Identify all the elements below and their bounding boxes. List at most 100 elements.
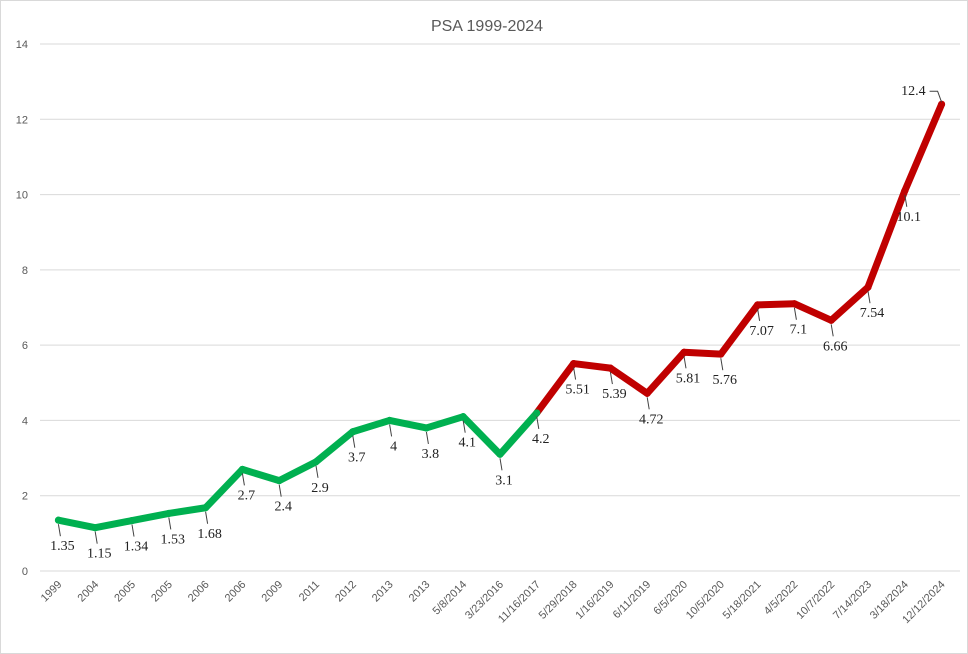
- data-label: 1.68: [197, 527, 222, 542]
- data-point: [643, 389, 651, 397]
- data-point: [938, 100, 946, 108]
- label-leader-line: [720, 358, 724, 371]
- label-leader-line: [94, 531, 98, 544]
- data-point: [606, 364, 614, 372]
- y-tick-label: 10: [16, 190, 28, 202]
- series-line-segment: [128, 509, 173, 525]
- label-leader-line: [830, 324, 834, 337]
- data-point: [91, 524, 99, 532]
- data-label: 4: [390, 439, 397, 454]
- y-tick-label: 12: [16, 114, 28, 126]
- series-line-segment: [459, 413, 504, 458]
- data-label: 10.1: [897, 210, 922, 225]
- series-line-segment: [386, 416, 430, 432]
- data-label: 5.51: [565, 383, 590, 398]
- data-point: [680, 348, 688, 356]
- series-line-segment: [312, 428, 357, 466]
- data-point: [754, 301, 762, 309]
- series-line-segment: [864, 187, 909, 291]
- data-label: 7.54: [860, 306, 885, 321]
- data-point: [496, 450, 504, 458]
- label-leader-line: [646, 397, 650, 410]
- label-leader-line: [573, 367, 577, 380]
- data-label: 5.39: [602, 387, 627, 402]
- y-tick-label: 4: [22, 415, 28, 427]
- data-label: 2.9: [311, 481, 329, 496]
- series-line-segment: [643, 348, 688, 397]
- label-leader-line: [278, 484, 282, 497]
- data-label: 2.4: [274, 500, 292, 515]
- data-label-leader-lines: [57, 90, 943, 544]
- series-line-segment: [54, 516, 99, 532]
- label-leader-line: [867, 291, 871, 304]
- series-line-segment: [790, 300, 835, 324]
- data-label: 3.7: [348, 451, 366, 466]
- series-line-segment: [165, 504, 210, 517]
- series-line-segment: [827, 283, 872, 324]
- series-line-segment: [349, 416, 394, 436]
- data-point: [54, 516, 62, 524]
- label-leader-line: [315, 465, 319, 478]
- series-line-segment: [901, 100, 946, 195]
- data-label: 7.1: [790, 323, 808, 338]
- series-line-segment: [202, 465, 246, 512]
- series-line-segment: [570, 360, 614, 372]
- label-leader-line: [352, 435, 356, 448]
- data-point: [827, 316, 835, 324]
- series-line-segment: [275, 458, 320, 485]
- data-label: 1.34: [124, 540, 149, 555]
- data-label: 4.72: [639, 412, 664, 427]
- label-leader-line: [241, 473, 245, 486]
- y-axis-tick-labels: 0 2 4 6 8 10 12 14: [16, 39, 28, 578]
- data-label: 1.53: [161, 532, 186, 547]
- label-leader-line: [929, 90, 943, 103]
- series-line-segment: [606, 364, 651, 397]
- data-label: 4.2: [532, 432, 550, 447]
- y-tick-label: 14: [16, 39, 28, 51]
- series-line-segment: [496, 409, 541, 458]
- series-line-segment: [533, 360, 578, 417]
- data-point: [128, 517, 136, 525]
- data-label: 5.76: [713, 373, 738, 388]
- label-leader-line: [389, 424, 393, 437]
- label-leader-line: [793, 307, 797, 320]
- series-line-segment: [717, 301, 762, 358]
- label-leader-line: [757, 308, 761, 321]
- label-leader-line: [57, 524, 61, 537]
- data-label: 1.15: [87, 547, 112, 562]
- data-point: [533, 409, 541, 417]
- data-labels: 1.35 1.15 1.34 1.53 1.68 2.7 2.4 2.9 3.7 4 3.8 4.1 3…: [50, 84, 925, 561]
- label-leader-line: [536, 416, 540, 429]
- data-point: [312, 458, 320, 466]
- data-point: [459, 413, 467, 421]
- chart-title: PSA 1999-2024: [431, 18, 543, 35]
- data-point: [275, 477, 283, 485]
- data-label: 7.07: [749, 324, 774, 339]
- label-leader-line: [462, 420, 466, 433]
- data-point: [901, 187, 909, 195]
- label-leader-line: [425, 431, 429, 445]
- gridlines: [40, 43, 960, 572]
- label-leader-line: [904, 194, 908, 207]
- data-label: 3.8: [422, 447, 440, 462]
- data-label: 4.1: [458, 436, 476, 451]
- data-series-line: [54, 100, 946, 532]
- label-leader-line: [609, 372, 613, 385]
- data-label: 6.66: [823, 339, 848, 354]
- data-point: [570, 360, 578, 368]
- series-line-segment: [422, 413, 467, 432]
- label-leader-line: [499, 458, 503, 471]
- label-leader-line: [131, 524, 135, 537]
- data-point: [864, 283, 872, 291]
- y-tick-label: 8: [22, 265, 28, 277]
- data-point: [386, 416, 394, 424]
- data-point: [422, 424, 430, 432]
- data-point: [349, 428, 357, 436]
- data-point: [238, 465, 246, 473]
- data-label: 12.4: [901, 84, 926, 99]
- label-leader-line: [168, 517, 172, 530]
- series-line-segment: [238, 465, 283, 485]
- data-point: [790, 300, 798, 308]
- y-tick-label: 2: [22, 491, 28, 503]
